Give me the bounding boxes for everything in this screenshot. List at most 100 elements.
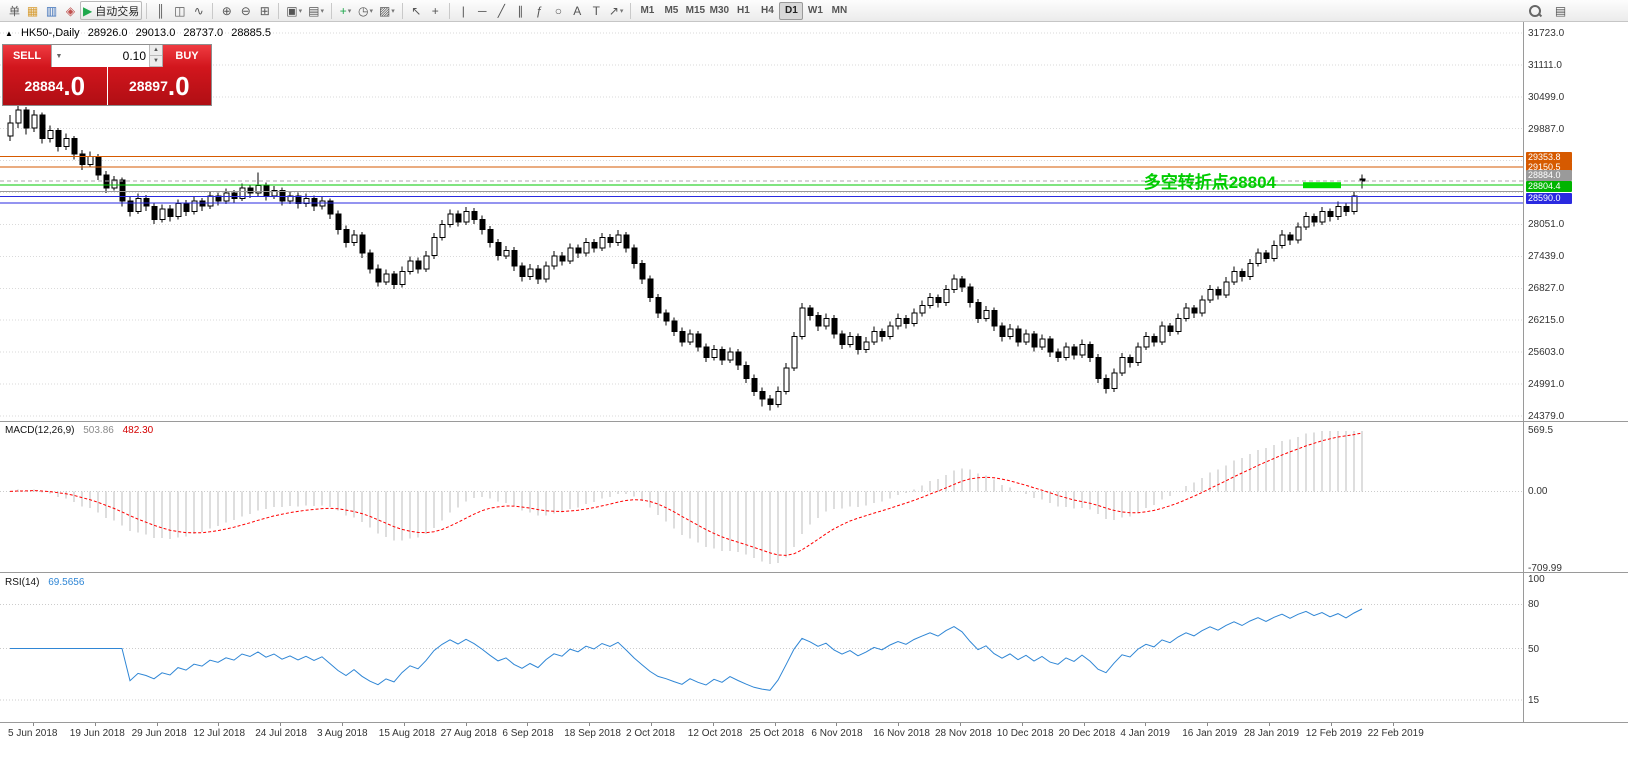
shapes-icon[interactable]: ○ <box>549 1 568 20</box>
sell-button[interactable]: SELL <box>3 45 51 67</box>
chevron-down-icon: ▾ <box>391 7 395 15</box>
fibonacci-icon[interactable]: ƒ <box>530 1 549 20</box>
text-icon: A <box>573 3 582 18</box>
channel-icon: ∥ <box>517 3 524 18</box>
timeframe-h1[interactable]: H1 <box>736 5 750 16</box>
toolbar-separator <box>212 2 214 19</box>
profiles-menu-icon[interactable]: ▤ ▾ <box>305 1 327 20</box>
macd-signal-value: 482.30 <box>122 425 154 436</box>
time-tick <box>94 723 96 726</box>
toolbar-right: ▤ <box>1525 1 1570 20</box>
text-icon[interactable]: A <box>568 1 587 20</box>
candlestick-chart-icon: ◫ <box>174 3 186 18</box>
zoom-out-icon: ⊖ <box>240 3 251 18</box>
tile-windows-icon[interactable]: ⊞ <box>255 1 274 20</box>
timeframe-m15[interactable]: M15 <box>685 5 706 16</box>
label-icon[interactable]: T <box>587 1 606 20</box>
trendline-icon[interactable]: ╱ <box>492 1 511 20</box>
price-axis-label: 27439.0 <box>1528 251 1565 263</box>
panel-separator[interactable] <box>0 722 1628 723</box>
volume-up-icon[interactable]: ▲ <box>150 45 162 56</box>
orders-menu[interactable]: 单 <box>3 1 23 20</box>
cursor-icon[interactable]: ↖ <box>407 1 426 20</box>
time-axis-label: 15 Aug 2018 <box>378 728 435 739</box>
volume-value[interactable]: 0.10 <box>122 49 146 63</box>
price-level-label: 28804.4 <box>1526 181 1572 193</box>
panel-separator[interactable] <box>0 421 1628 422</box>
rsi-name: RSI(14) <box>5 577 40 588</box>
arrows-icon[interactable]: ↗ ▾ <box>606 1 627 20</box>
time-axis-label: 12 Jul 2018 <box>193 728 246 739</box>
timeframe-mn[interactable]: MN <box>831 5 848 16</box>
price-axis-label: 31111.0 <box>1528 59 1562 71</box>
time-axis[interactable]: 5 Jun 2018 19 Jun 2018 29 Jun 2018 12 Jul 2… <box>0 723 1628 747</box>
toolbar-group: ⊕ ⊖ ⊞ <box>217 1 274 20</box>
timeframe-m5[interactable]: M5 <box>664 5 679 16</box>
volume-field[interactable]: ▼ 0.10 ▲ ▼ <box>51 45 163 67</box>
timeframe-h4[interactable]: H4 <box>760 5 774 16</box>
autotrading-button[interactable]: ▶ 自动交易 <box>80 1 143 20</box>
time-tick <box>527 723 529 726</box>
toolbar-separator <box>448 2 450 19</box>
data-window-icon[interactable]: ▤ <box>1554 3 1567 18</box>
profiles-icon[interactable]: ▥ <box>42 1 61 20</box>
price-axis-label: 569.5 <box>1528 425 1554 436</box>
search-icon[interactable] <box>1525 1 1545 20</box>
horizontal-line-icon[interactable]: ─ <box>473 1 492 20</box>
periods-icon[interactable]: ◷ ▾ <box>355 1 376 20</box>
zoom-out-icon[interactable]: ⊖ <box>236 1 255 20</box>
toolbar-group: ║ ◫ ∿ <box>151 1 208 20</box>
profiles-icon: ▥ <box>45 3 58 18</box>
templates-icon[interactable]: ▨ ▾ <box>376 1 398 20</box>
volume-down-icon[interactable]: ▼ <box>150 56 162 67</box>
price-axis-label: 30499.0 <box>1528 91 1565 103</box>
price-axis[interactable]: 31723.0 31111.0 30499.0 29887.0 28051.0 27439… <box>1524 22 1628 723</box>
sell-price-box[interactable]: 28884 .0 <box>3 67 107 105</box>
buy-price-box[interactable]: 28897 .0 <box>107 67 211 105</box>
toolbar: 单 ▦ ▥ ◈ ▶ 自动交易 ║ ◫ ∿ ⊕ ⊖ ⊞ ▣ ▾ ▤ ▾ + ▾ ◷ ▾ ▨ ▾ ↖ + | ─ ╱ ∥ ƒ ○ A T ↗ ▾ M1 M… <box>0 0 1628 22</box>
sell-price-main: 28884 <box>24 78 64 94</box>
time-axis-label: 6 Nov 2018 <box>811 728 863 739</box>
timeframe-d1[interactable]: D1 <box>779 1 804 20</box>
time-axis-label: 25 Oct 2018 <box>749 728 805 739</box>
price-axis-label: 29887.0 <box>1528 123 1565 135</box>
timeframe-w1[interactable]: W1 <box>807 5 823 16</box>
time-axis-label: 12 Oct 2018 <box>687 728 743 739</box>
axis-separator <box>1523 22 1524 723</box>
candlestick-chart-icon[interactable]: ◫ <box>170 1 189 20</box>
timeframe-m30[interactable]: M30 <box>709 5 730 16</box>
time-tick <box>280 723 282 726</box>
time-axis-label: 28 Jan 2019 <box>1244 728 1300 739</box>
chevron-down-icon: ▾ <box>619 7 624 15</box>
time-tick <box>898 723 900 726</box>
time-axis-label: 29 Jun 2018 <box>131 728 187 739</box>
orders-menu-label: 单 <box>9 5 20 18</box>
new-chart-icon[interactable]: ▦ <box>23 1 42 20</box>
crosshair-icon[interactable]: + <box>426 1 445 20</box>
time-axis-label: 28 Nov 2018 <box>935 728 992 739</box>
volume-dropdown-icon[interactable]: ▼ <box>55 52 63 60</box>
time-tick <box>218 723 220 726</box>
buy-button[interactable]: BUY <box>163 45 211 67</box>
bar-chart-icon[interactable]: ║ <box>151 1 170 20</box>
zoom-in-icon[interactable]: ⊕ <box>217 1 236 20</box>
time-axis-label: 16 Nov 2018 <box>873 728 930 739</box>
new-window-icon[interactable]: ▣ ▾ <box>283 1 305 20</box>
crosshair-icon: + <box>431 3 439 18</box>
toolbar-group: ↖ + <box>407 1 445 20</box>
toolbar-separator <box>278 2 280 19</box>
timeframe-m1[interactable]: M1 <box>640 5 655 16</box>
panel-separator[interactable] <box>0 572 1628 573</box>
price-axis-label: 24991.0 <box>1528 378 1565 390</box>
chart-plot[interactable] <box>0 22 1523 723</box>
time-tick <box>960 723 961 726</box>
line-chart-icon[interactable]: ∿ <box>189 1 208 20</box>
search-icon <box>1528 4 1542 18</box>
channel-icon[interactable]: ∥ <box>511 1 530 20</box>
add-indicator-icon[interactable]: + ▾ <box>336 1 355 20</box>
vertical-line-icon[interactable]: | <box>454 1 473 20</box>
annotation-segment[interactable] <box>1303 182 1341 189</box>
market-watch-icon[interactable]: ◈ <box>61 1 80 20</box>
chevron-down-icon: ▾ <box>369 7 373 15</box>
